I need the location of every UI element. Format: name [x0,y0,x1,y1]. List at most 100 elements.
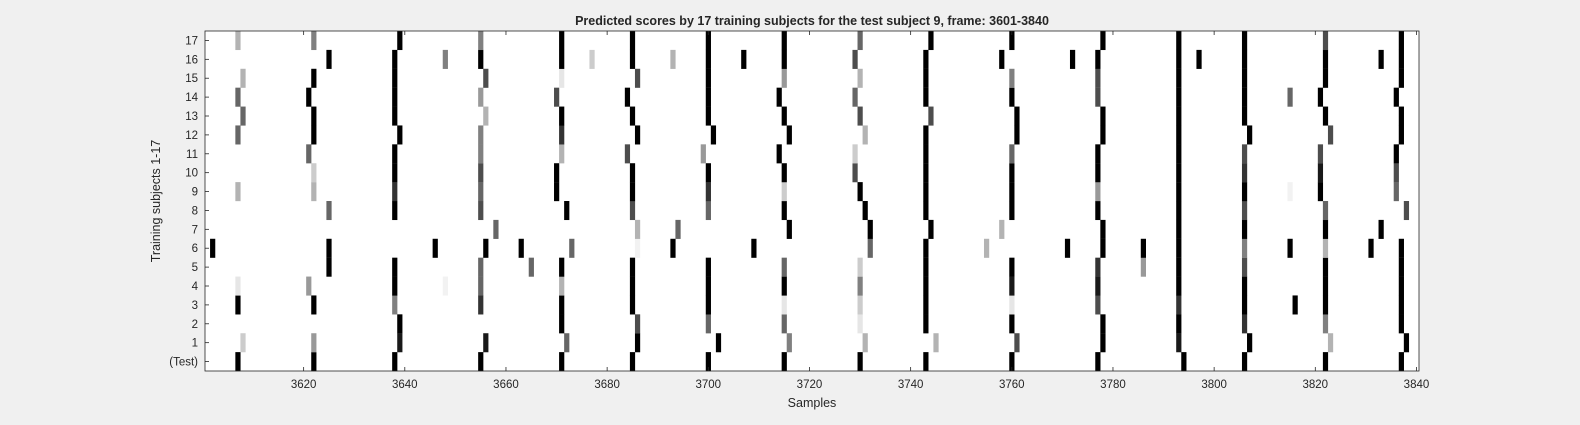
heatmap-cell [306,144,312,164]
heatmap-cell [923,201,929,221]
heatmap-cell [857,314,863,334]
heatmap-cell [1398,31,1404,51]
heatmap-cell [852,87,858,107]
x-tick-label: 3620 [291,379,317,391]
heatmap-cell [564,201,570,221]
heatmap-cell [1009,144,1015,164]
heatmap-cell [1287,182,1293,202]
heatmap-cell [857,106,863,126]
heatmap-cell [629,295,636,315]
heatmap-cell [1140,238,1146,258]
heatmap-cell [1287,87,1293,107]
heatmap-cell [923,68,929,88]
heatmap-cell [705,182,711,202]
heatmap-cell [862,125,868,145]
y-tick-label: 9 [192,187,198,199]
heatmap-cell [559,144,565,164]
heatmap-cell [478,276,484,296]
heatmap-cell [311,295,317,315]
heatmap-cell [326,49,332,69]
heatmap-cell [1241,201,1248,221]
heatmap-cell [569,238,575,258]
heatmap-cell [1009,87,1015,107]
heatmap-cell [923,87,929,107]
heatmap-cell [1322,219,1329,239]
heatmap-cell [1322,106,1329,126]
heatmap-cell [634,333,641,353]
chart-title: Predicted scores by 17 training subjects… [575,14,1049,28]
heatmap-cell [928,106,934,126]
heatmap-cell [240,106,246,126]
heatmap-cell [392,182,398,202]
heatmap-cell [923,314,929,334]
heatmap-cell [862,333,868,353]
heatmap-cell [311,352,317,372]
heatmap-cell [1398,68,1404,88]
heatmap-cell [1393,182,1399,202]
heatmap-cell [311,182,317,202]
heatmap-cell [751,238,757,258]
heatmap-cell [1322,257,1329,277]
heatmap-cell [478,352,484,372]
heatmap-cell [1322,49,1329,69]
heatmap-cell [1176,201,1182,221]
heatmap-cell [1100,238,1106,258]
x-tick-label: 3640 [392,379,418,391]
heatmap-cell [1241,163,1248,183]
heatmap-cell [1398,106,1404,126]
heatmap-cell [1176,333,1182,353]
heatmap-cell [857,276,863,296]
heatmap-cell [1095,144,1101,164]
heatmap-cell [1317,163,1324,183]
heatmap-cell [559,68,565,88]
heatmap-cell [1241,314,1248,334]
heatmap-cell [1398,352,1404,372]
y-tick-label: 2 [192,319,198,331]
heatmap-cell [857,295,863,315]
heatmap-cell [1322,238,1329,258]
heatmap-cell [634,125,641,145]
x-tick-label: 3720 [797,379,823,391]
heatmap-cell [928,31,934,51]
heatmap-cell [1009,276,1015,296]
heatmap-cell [306,87,312,107]
heatmap-cell [240,68,246,88]
heatmap-cell [1095,87,1101,107]
heatmap-cell [1241,276,1248,296]
heatmap-cell [1176,163,1182,183]
heatmap-cell [1095,276,1101,296]
heatmap-cell [564,333,570,353]
heatmap-cell [1095,182,1101,202]
heatmap-cell [1327,333,1334,353]
heatmap-cell [1009,257,1015,277]
heatmap-cell [478,182,484,202]
y-tick-label: 8 [192,205,198,217]
heatmap-cell [923,276,929,296]
heatmap-cell [1317,144,1324,164]
plot-area [205,31,1419,371]
y-tick-label: 17 [185,35,198,47]
heatmap-cell [1176,87,1182,107]
heatmap-cell [634,219,641,239]
heatmap-cell [634,314,641,334]
heatmap-cell [235,87,241,107]
heatmap-cell [1322,276,1329,296]
heatmap-cell [235,295,241,315]
heatmap-cell [852,163,858,183]
heatmap-cell [867,238,873,258]
heatmap-cell [923,295,929,315]
heatmap-cell [629,276,636,296]
heatmap-cell [1247,333,1253,353]
heatmap-cell [1403,333,1410,353]
heatmap-cell [1095,68,1101,88]
heatmap-cell [554,163,560,183]
heatmap-cell [1322,31,1329,51]
heatmap-cell [1322,68,1329,88]
heatmap-cell [781,257,787,277]
heatmap-cell [559,257,565,277]
heatmap-cell [1398,125,1404,145]
heatmap-cell [1009,295,1015,315]
heatmap-cell [781,31,787,51]
heatmap-cell [923,352,929,372]
x-tick-label: 3660 [493,379,519,391]
